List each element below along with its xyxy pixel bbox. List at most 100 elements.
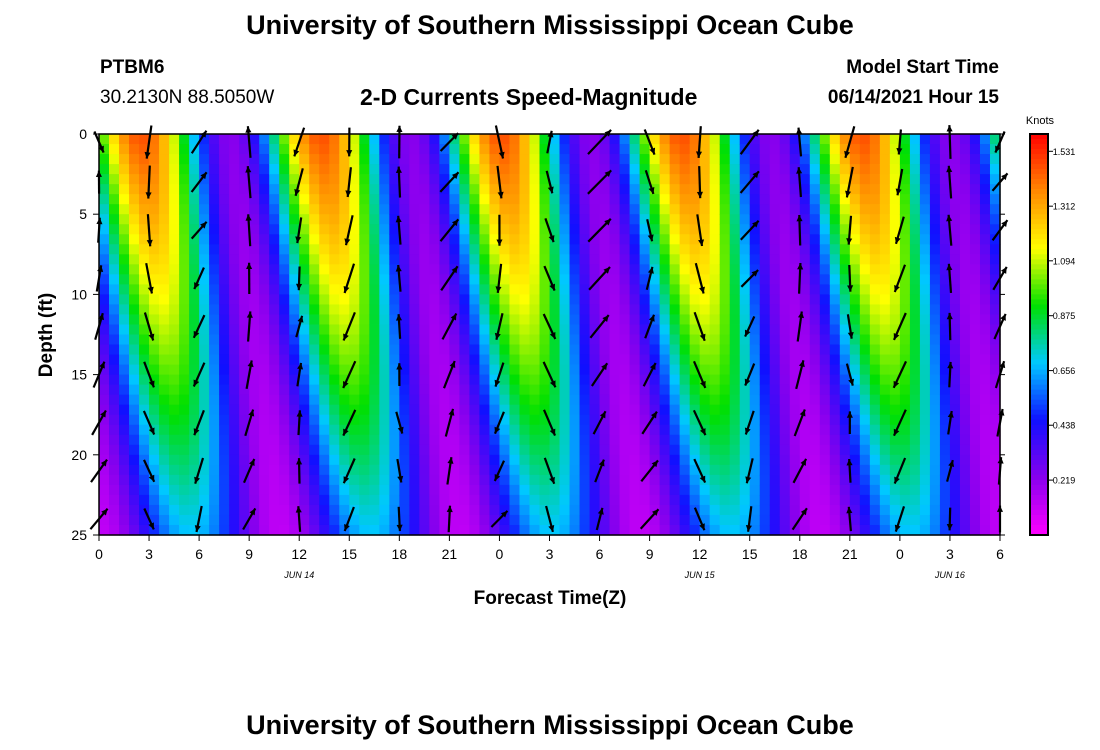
- heat-cell: [429, 344, 440, 356]
- heat-cell: [659, 494, 671, 506]
- heat-cell: [619, 434, 631, 446]
- heat-cell: [239, 254, 250, 265]
- heat-cell: [869, 384, 881, 396]
- heat-cell: [159, 494, 170, 506]
- heat-cell: [899, 174, 911, 185]
- heat-cell: [609, 174, 621, 185]
- heat-cell: [869, 314, 881, 326]
- heat-cell: [159, 374, 170, 386]
- heat-cell: [269, 414, 280, 426]
- heat-cell: [299, 314, 310, 326]
- heat-cell: [339, 314, 350, 326]
- heat-cell: [289, 504, 300, 516]
- heat-cell: [159, 464, 170, 476]
- colorbar-segment: [1030, 324, 1048, 331]
- heat-cell: [379, 484, 390, 496]
- heat-cell: [359, 424, 370, 436]
- heat-cell: [369, 264, 380, 275]
- heat-cell: [849, 474, 861, 486]
- colorbar-segment: [1030, 244, 1048, 250]
- x-tick-label: 3: [946, 546, 954, 562]
- heat-cell: [389, 254, 400, 265]
- heat-cell: [579, 354, 591, 366]
- heat-cell: [399, 434, 410, 446]
- heat-cell: [409, 464, 420, 476]
- heat-cell: [309, 484, 320, 496]
- heat-cell: [679, 184, 691, 195]
- heat-cell: [799, 234, 811, 245]
- colorbar-segment: [1030, 394, 1048, 401]
- heat-cell: [359, 394, 370, 406]
- vector-arrow: [646, 219, 654, 242]
- vector-arrow: [594, 459, 605, 483]
- heat-cell: [129, 174, 140, 185]
- heat-cell: [919, 364, 931, 376]
- heat-cell: [369, 294, 380, 306]
- heat-cell: [949, 494, 961, 506]
- heat-cell: [249, 414, 260, 426]
- heat-cell: [849, 374, 861, 386]
- heat-cell: [159, 474, 170, 486]
- heat-cell: [709, 194, 721, 205]
- heat-cell: [269, 194, 280, 205]
- heat-cell: [809, 354, 821, 366]
- heat-cell: [99, 454, 110, 466]
- heat-cell: [769, 224, 781, 235]
- heat-cell: [849, 404, 861, 416]
- heat-cell: [879, 314, 891, 326]
- colorbar-segment: [1030, 354, 1048, 361]
- heat-cell: [709, 164, 721, 175]
- heat-cell: [179, 204, 190, 215]
- heat-cell: [509, 144, 521, 155]
- heat-cell: [839, 234, 851, 245]
- vector-arrow: [295, 315, 304, 338]
- heat-cell: [809, 204, 821, 215]
- heat-cell: [229, 474, 240, 486]
- heat-cell: [279, 464, 290, 476]
- heat-cell: [509, 284, 521, 296]
- heat-cell: [569, 364, 581, 376]
- heat-cell: [869, 394, 881, 406]
- heat-cell: [529, 304, 541, 316]
- heat-cell: [629, 424, 641, 436]
- heat-cell: [239, 404, 250, 416]
- heat-cell: [99, 134, 110, 145]
- heat-cell: [509, 504, 521, 516]
- heat-cell: [309, 304, 320, 316]
- heat-cell: [199, 304, 210, 316]
- vector-arrow: [795, 360, 805, 390]
- heat-cell: [199, 224, 210, 235]
- heat-cell: [559, 524, 571, 536]
- heat-cell: [449, 404, 460, 416]
- heat-cell: [579, 524, 591, 536]
- heat-cell: [629, 314, 641, 326]
- vector-arrow: [145, 262, 154, 294]
- heat-cell: [409, 154, 420, 165]
- heat-cell: [699, 434, 711, 446]
- vector-arrow: [695, 126, 703, 158]
- heat-cell: [239, 144, 250, 155]
- heat-cell: [859, 514, 871, 526]
- heat-cell: [609, 284, 621, 296]
- heat-cell: [989, 174, 1001, 185]
- heat-cell: [469, 254, 481, 265]
- heat-cell: [719, 464, 731, 476]
- heat-cell: [859, 184, 871, 195]
- heat-cell: [899, 244, 911, 255]
- heat-cell: [489, 274, 501, 285]
- heat-cell: [679, 204, 691, 215]
- heat-cell: [989, 454, 1001, 466]
- heat-cell: [869, 484, 881, 496]
- heat-cell: [969, 214, 981, 225]
- heat-cell: [219, 294, 230, 306]
- heat-cell: [709, 344, 721, 356]
- heat-cell: [419, 174, 430, 185]
- heat-cell: [199, 384, 210, 396]
- heat-cell: [539, 524, 551, 536]
- heat-cell: [119, 354, 130, 366]
- heat-cell: [479, 164, 491, 175]
- heat-cell: [749, 334, 761, 346]
- heat-cell: [649, 334, 661, 346]
- heat-cell: [439, 344, 450, 356]
- vector-arrow: [343, 263, 356, 294]
